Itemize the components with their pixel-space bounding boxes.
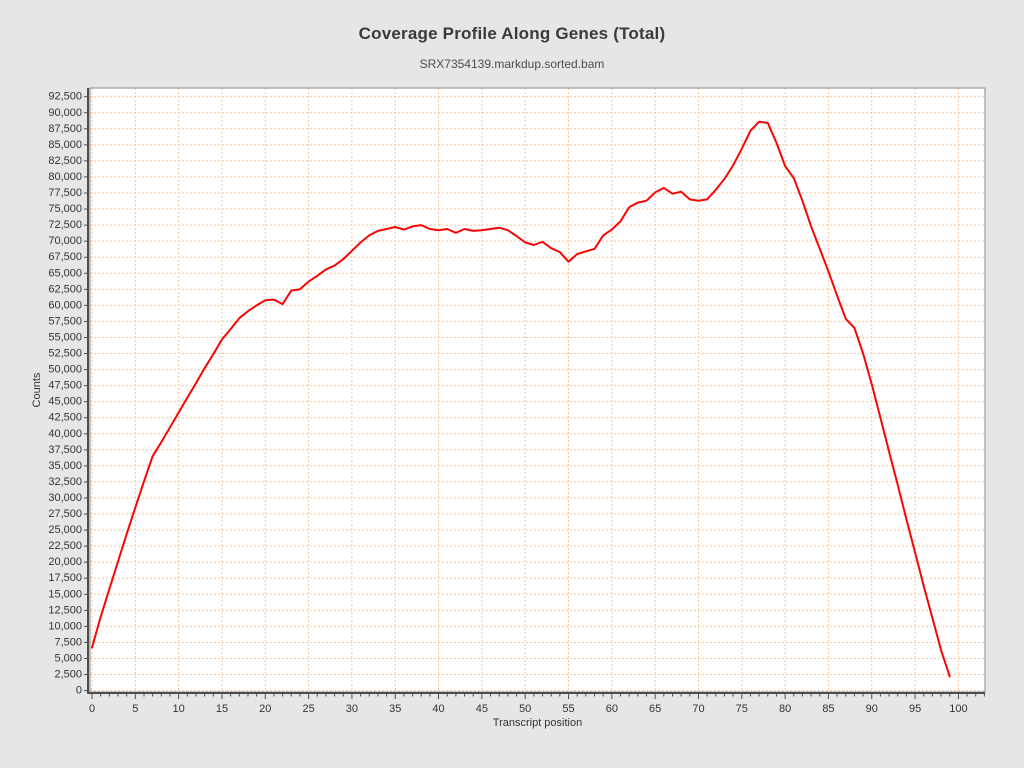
y-tick-labels: 0 2,500 5,000 7,500 10,000 12,500 15,000 17,500…	[48, 91, 82, 697]
svg-text:30: 30	[346, 703, 358, 715]
svg-text:10: 10	[173, 703, 185, 715]
plot-area	[90, 88, 985, 692]
svg-text:82,500: 82,500	[48, 155, 82, 167]
svg-text:5: 5	[132, 703, 138, 715]
svg-text:25: 25	[302, 703, 314, 715]
svg-text:20,000: 20,000	[48, 556, 82, 568]
svg-text:45: 45	[476, 703, 488, 715]
y-axis-title: Counts	[31, 372, 43, 408]
svg-text:85,000: 85,000	[48, 139, 82, 151]
svg-text:75: 75	[736, 703, 748, 715]
svg-text:87,500: 87,500	[48, 123, 82, 135]
svg-text:20: 20	[259, 703, 271, 715]
svg-text:15,000: 15,000	[48, 588, 82, 600]
svg-text:65,000: 65,000	[48, 267, 82, 279]
x-axis-title: Transcript position	[492, 717, 583, 729]
svg-text:25,000: 25,000	[48, 524, 82, 536]
svg-text:92,500: 92,500	[48, 91, 82, 103]
svg-text:52,500: 52,500	[48, 348, 82, 360]
svg-text:22,500: 22,500	[48, 540, 82, 552]
svg-text:15: 15	[216, 703, 228, 715]
svg-text:10,000: 10,000	[48, 620, 82, 632]
svg-text:65: 65	[649, 703, 661, 715]
svg-text:12,500: 12,500	[48, 604, 82, 616]
y-gridlines	[90, 96, 985, 692]
svg-text:37,500: 37,500	[48, 444, 82, 456]
svg-text:47,500: 47,500	[48, 380, 82, 392]
svg-text:55: 55	[562, 703, 574, 715]
x-tick-marks	[91, 694, 985, 699]
svg-text:90,000: 90,000	[48, 107, 82, 119]
svg-text:72,500: 72,500	[48, 219, 82, 231]
svg-text:30,000: 30,000	[48, 492, 82, 504]
svg-text:2,500: 2,500	[54, 669, 82, 681]
svg-text:45,000: 45,000	[48, 396, 82, 408]
svg-text:42,500: 42,500	[48, 412, 82, 424]
svg-text:57,500: 57,500	[48, 315, 82, 327]
svg-text:0: 0	[76, 685, 82, 697]
svg-text:75,000: 75,000	[48, 203, 82, 215]
chart-subtitle: SRX7354139.markdup.sorted.bam	[419, 57, 605, 71]
svg-text:60: 60	[606, 703, 618, 715]
svg-text:60,000: 60,000	[48, 299, 82, 311]
x-tick-labels: 0 5 10 15 20 25 30 35 40 45 50 55 60 65 70 75 80 85 90 95 10…	[89, 703, 968, 715]
svg-text:55,000: 55,000	[48, 331, 82, 343]
svg-text:27,500: 27,500	[48, 508, 82, 520]
svg-text:40: 40	[432, 703, 444, 715]
svg-text:17,500: 17,500	[48, 572, 82, 584]
svg-text:7,500: 7,500	[54, 636, 82, 648]
svg-text:0: 0	[89, 703, 95, 715]
svg-text:77,500: 77,500	[48, 187, 82, 199]
svg-text:35,000: 35,000	[48, 460, 82, 472]
svg-text:80,000: 80,000	[48, 171, 82, 183]
svg-text:35: 35	[389, 703, 401, 715]
svg-text:32,500: 32,500	[48, 476, 82, 488]
svg-text:95: 95	[909, 703, 921, 715]
coverage-line	[91, 120, 951, 678]
svg-text:67,500: 67,500	[48, 251, 82, 263]
svg-text:70,000: 70,000	[48, 235, 82, 247]
axis-lines	[87, 88, 985, 694]
svg-text:50,000: 50,000	[48, 364, 82, 376]
svg-text:85: 85	[822, 703, 834, 715]
svg-text:70: 70	[692, 703, 704, 715]
svg-text:62,500: 62,500	[48, 283, 82, 295]
chart-title: Coverage Profile Along Genes (Total)	[358, 24, 666, 43]
x-gridlines	[91, 88, 959, 692]
svg-text:90: 90	[866, 703, 878, 715]
y-tick-marks	[84, 96, 88, 692]
svg-text:80: 80	[779, 703, 791, 715]
svg-text:50: 50	[519, 703, 531, 715]
svg-text:5,000: 5,000	[54, 652, 82, 664]
svg-text:100: 100	[949, 703, 967, 715]
svg-text:40,000: 40,000	[48, 428, 82, 440]
